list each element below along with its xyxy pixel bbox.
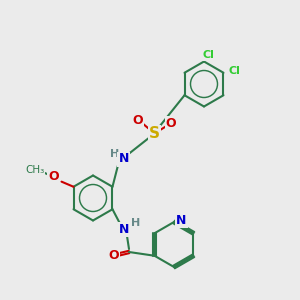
Text: O: O	[166, 116, 176, 130]
Text: H: H	[131, 218, 140, 229]
Text: Cl: Cl	[202, 50, 214, 61]
Text: N: N	[119, 223, 130, 236]
Text: S: S	[149, 126, 160, 141]
Text: N: N	[118, 152, 129, 166]
Text: Cl: Cl	[228, 66, 240, 76]
Text: N: N	[176, 214, 187, 227]
Text: O: O	[133, 113, 143, 127]
Text: O: O	[48, 170, 59, 183]
Text: H: H	[110, 149, 119, 159]
Text: O: O	[108, 249, 119, 262]
Text: CH₃: CH₃	[25, 165, 44, 175]
